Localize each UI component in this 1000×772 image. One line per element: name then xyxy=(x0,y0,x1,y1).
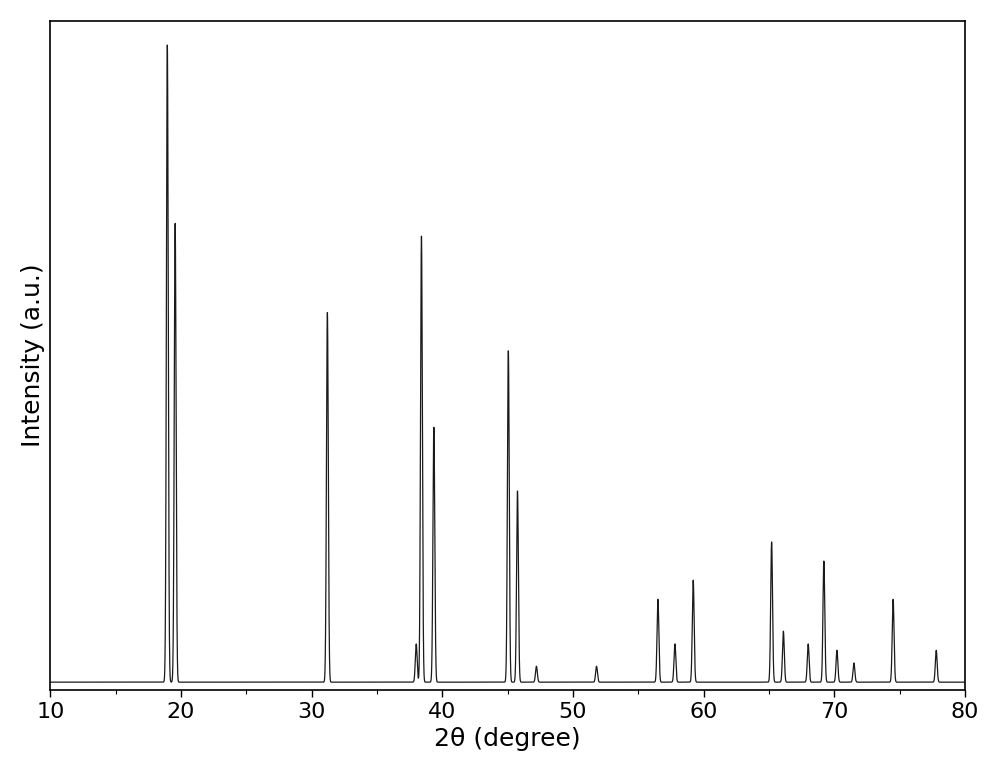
X-axis label: 2θ (degree): 2θ (degree) xyxy=(434,727,581,751)
Y-axis label: Intensity (a.u.): Intensity (a.u.) xyxy=(21,263,45,447)
